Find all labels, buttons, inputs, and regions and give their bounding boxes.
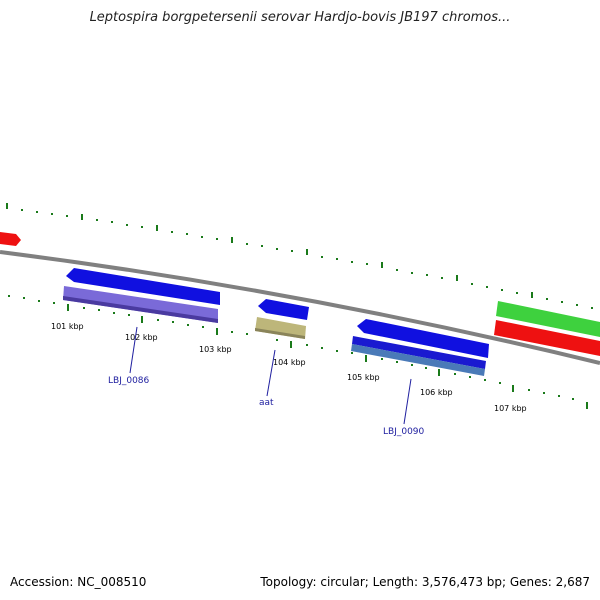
gene-label-lbj-0090[interactable]: LBJ_0090 [383, 427, 425, 437]
genome-backbone [0, 250, 600, 365]
tick-label-103: 103 kbp [199, 345, 232, 354]
tick-label-105: 105 kbp [347, 373, 380, 382]
inner-tick-row [67, 304, 588, 409]
tick-label-101: 101 kbp [51, 322, 84, 331]
gene-label-aat[interactable]: aat [259, 398, 274, 408]
outer-tick-row [6, 203, 533, 298]
gene-lbj-0090-lower[interactable] [352, 336, 486, 369]
leader-aat [266, 349, 276, 397]
map-title: Leptospira borgpetersenii serovar Hardjo… [89, 10, 511, 25]
outer-tick-dots [21, 209, 593, 309]
cds-aat-shade [255, 328, 305, 339]
inner-tick-dots [8, 295, 574, 400]
leader-lbj-0090 [403, 378, 412, 425]
gene-aat-arrow[interactable] [258, 299, 309, 320]
leader-lbj-0086 [129, 326, 138, 374]
tick-label-102: 102 kbp [125, 333, 158, 342]
genome-summary-text: Topology: circular; Length: 3,576,473 bp… [260, 575, 590, 589]
tick-label-107: 107 kbp [494, 404, 527, 413]
gene-lbj-0086-arrow[interactable] [66, 268, 220, 305]
cds-lbj-0086-shade [63, 296, 218, 323]
gene-label-lbj-0086[interactable]: LBJ_0086 [108, 376, 150, 386]
tick-label-104: 104 kbp [273, 358, 306, 367]
tick-label-106: 106 kbp [420, 388, 453, 397]
cds-lbj-0090-bar[interactable] [351, 344, 485, 376]
cds-aat-bar[interactable] [255, 317, 306, 339]
green-feature-right[interactable] [496, 301, 600, 337]
gene-lbj-0090-arrow[interactable] [357, 319, 489, 358]
red-feature-left[interactable] [0, 232, 21, 246]
red-feature-right[interactable] [494, 320, 600, 356]
accession-text: Accession: NC_008510 [10, 575, 147, 589]
